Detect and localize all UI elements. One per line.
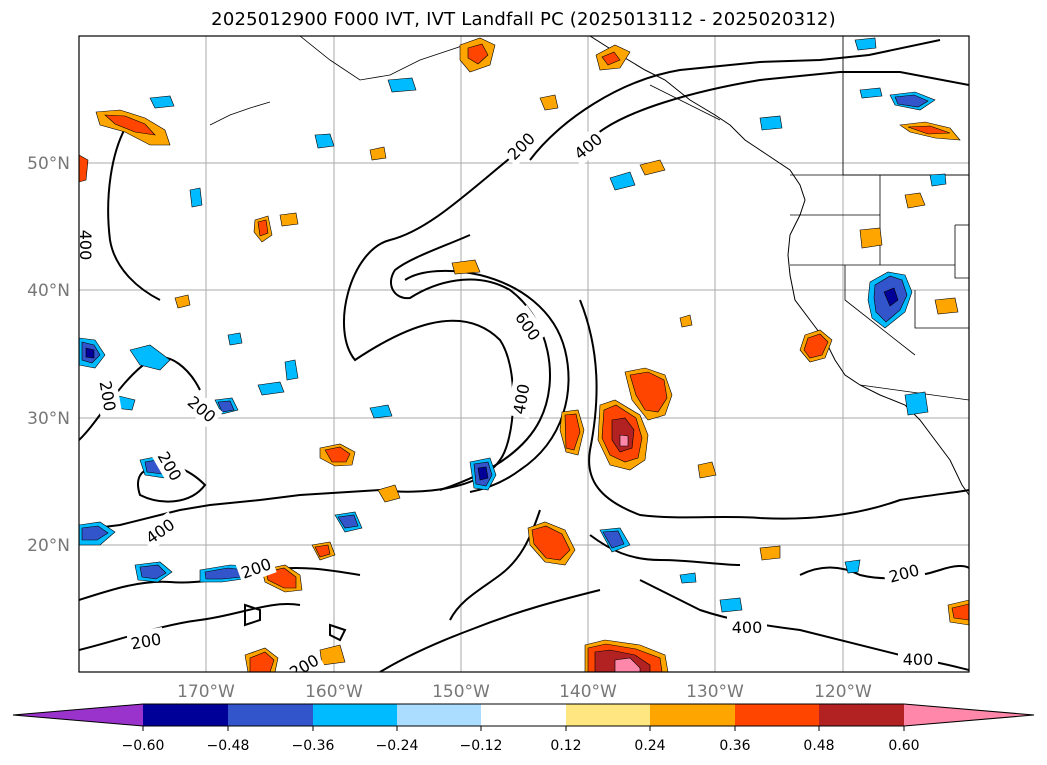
colorbar-segment [143,704,228,726]
colorbar-tick-label: 0.60 [888,738,919,754]
gridlines [79,36,969,672]
contour-label: 400 [76,230,95,261]
colorbar-tick-label: −0.12 [460,738,503,754]
lat-label: 30°N [27,409,70,429]
colorbar-segment [819,704,904,726]
colorbar-segment [481,704,566,726]
colorbar-tick-label: 0.36 [719,738,750,754]
colorbar: −0.60 −0.48 −0.36 −0.24 −0.12 0.12 0.24 … [12,703,1035,754]
colorbar-segment [735,704,819,726]
colorbar-segment [904,704,1034,726]
colorbar-segment [397,704,481,726]
contour-labels: 200 400 600 200 400 400 200 200 400 200 … [76,125,938,672]
lon-label: 150°W [432,682,490,702]
ivt-contours [79,39,969,672]
colorbar-tick-label: 0.12 [550,738,581,754]
lon-label: 130°W [686,682,744,702]
lat-label: 20°N [27,536,70,556]
lon-label: 120°W [814,682,872,702]
contour-label: 200 [887,560,921,586]
colorbar-tick-label: 0.48 [803,738,834,754]
contour-label: 400 [903,650,934,669]
longitude-labels: 170°W 160°W 150°W 140°W 130°W 120°W [177,682,872,702]
colorbar-segment [13,704,143,726]
colorbar-tick-label: −0.36 [292,738,335,754]
colorbar-tick-label: −0.24 [376,738,419,754]
colorbar-segment [228,704,313,726]
contour-label: 400 [732,618,763,637]
nc-shading [79,37,947,613]
lon-label: 160°W [305,682,363,702]
colorbar-segment [566,704,650,726]
colorbar-segment [313,704,397,726]
map-title: 2025012900 F000 IVT, IVT Landfall PC (20… [211,9,836,30]
lat-label: 50°N [27,154,70,174]
colorbar-tick-label: −0.48 [207,738,250,754]
colorbar-tick-label: 0.24 [634,738,665,754]
latitude-labels: 50°N 40°N 30°N 20°N [27,154,70,556]
pc-shading [79,37,969,672]
borders [790,36,969,401]
colorbar-tick-label: −0.60 [122,738,165,754]
map-frame [78,35,970,673]
lat-label: 40°N [27,281,70,301]
colorbar-segment [650,704,735,726]
lon-label: 140°W [559,682,617,702]
lon-label: 170°W [177,682,235,702]
